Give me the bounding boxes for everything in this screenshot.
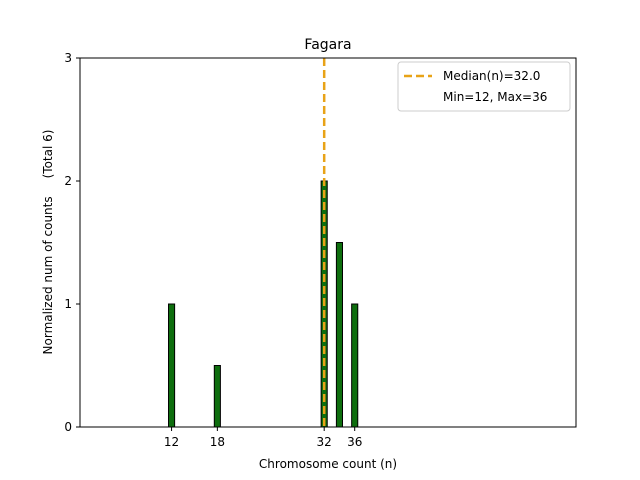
bar-36 xyxy=(351,303,359,428)
bar-12 xyxy=(168,303,176,428)
legend-median-label: Median(n)=32.0 xyxy=(443,69,540,83)
y-tick-label-2: 2 xyxy=(64,174,72,188)
y-axis-ticks: 0 1 2 3 xyxy=(64,51,80,434)
x-tick-label-18: 18 xyxy=(210,435,225,449)
y-axis-label-total: (Total 6) xyxy=(41,130,55,179)
plot-frame xyxy=(79,57,577,428)
y-axis-label-main: Normalized num of counts xyxy=(41,196,55,354)
chart-title: Fagara xyxy=(304,37,351,53)
y-tick-label-1: 1 xyxy=(64,297,72,311)
bar-18 xyxy=(213,365,221,428)
x-axis-label: Chromosome count (n) xyxy=(259,457,397,471)
x-tick-label-32: 32 xyxy=(317,435,332,449)
y-tick-label-0: 0 xyxy=(64,420,72,434)
y-tick-label-3: 3 xyxy=(64,51,72,65)
legend-box xyxy=(397,61,571,112)
x-tick-label-12: 12 xyxy=(164,435,179,449)
bars-group xyxy=(168,180,359,428)
legend-range-label: Min=12, Max=36 xyxy=(443,90,547,104)
x-tick-label-36: 36 xyxy=(347,435,362,449)
legend: Median(n)=32.0 Min=12, Max=36 xyxy=(397,61,571,112)
bar-34 xyxy=(335,242,343,428)
y-axis-label: Normalized num of counts (Total 6) xyxy=(41,130,55,355)
x-axis-ticks: 12 18 32 36 xyxy=(164,427,362,449)
